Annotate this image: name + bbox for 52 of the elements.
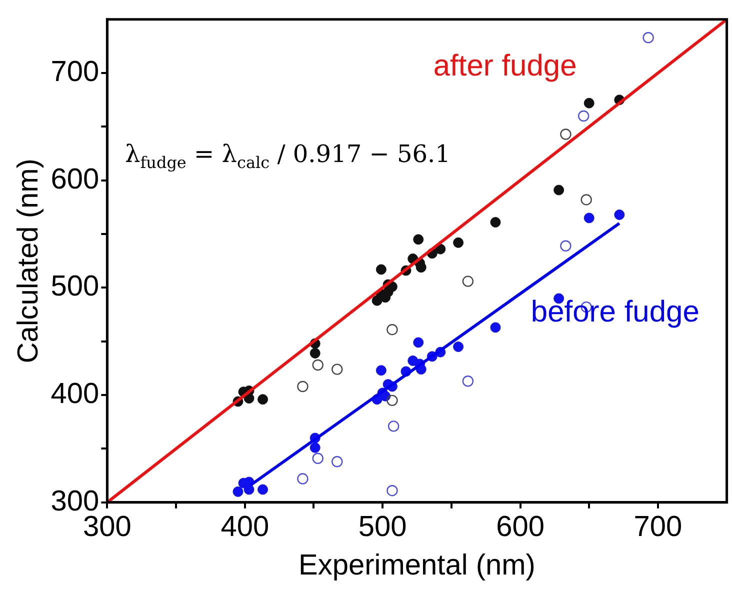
point (560, 128, 572, 140)
point (388, 420, 400, 432)
point (258, 484, 268, 495)
x-tick-label: 500 (358, 510, 407, 543)
x-axis-title: Experimental (nm) (298, 550, 536, 582)
point (554, 184, 564, 196)
point (232, 486, 244, 497)
point (642, 32, 654, 44)
point (462, 376, 474, 387)
point (386, 484, 398, 496)
y-tick-label: 700 (50, 56, 100, 88)
x-tick-label: 400 (220, 510, 270, 543)
y-tick-label: 400 (50, 378, 100, 410)
point (560, 240, 572, 252)
point (312, 452, 324, 464)
point (386, 394, 398, 406)
annotation: λ$_{fudge}$ = λ$_{calc}$ / 0.917 − 56.1 (125, 140, 450, 172)
point (386, 324, 398, 336)
point (462, 276, 474, 287)
point (580, 194, 592, 206)
point (584, 98, 594, 108)
point (413, 234, 424, 245)
point (310, 442, 320, 453)
point (578, 110, 590, 122)
point (376, 264, 386, 275)
point (413, 337, 424, 348)
point (297, 473, 308, 484)
point (310, 348, 320, 358)
y-tick-label: 600 (50, 163, 100, 196)
point (332, 456, 343, 468)
x-tick-label: 300 (82, 510, 132, 543)
series-label: after fudge (433, 50, 577, 83)
point (453, 342, 464, 352)
point (614, 209, 625, 220)
point (258, 394, 268, 405)
point (332, 364, 343, 375)
point (453, 237, 464, 248)
point (312, 359, 324, 371)
point (584, 212, 594, 224)
point (244, 484, 254, 495)
series-label: before fudge (530, 296, 700, 329)
point (297, 380, 308, 392)
point (490, 217, 501, 228)
point (244, 393, 254, 404)
point (490, 322, 501, 333)
y-axis-title: Calculated (nm) (12, 158, 44, 364)
x-tick-label: 700 (634, 510, 682, 543)
point (416, 262, 426, 273)
x-tick-label: 600 (496, 510, 544, 543)
point (435, 244, 446, 254)
y-tick-label: 500 (50, 270, 100, 303)
point (376, 365, 386, 376)
